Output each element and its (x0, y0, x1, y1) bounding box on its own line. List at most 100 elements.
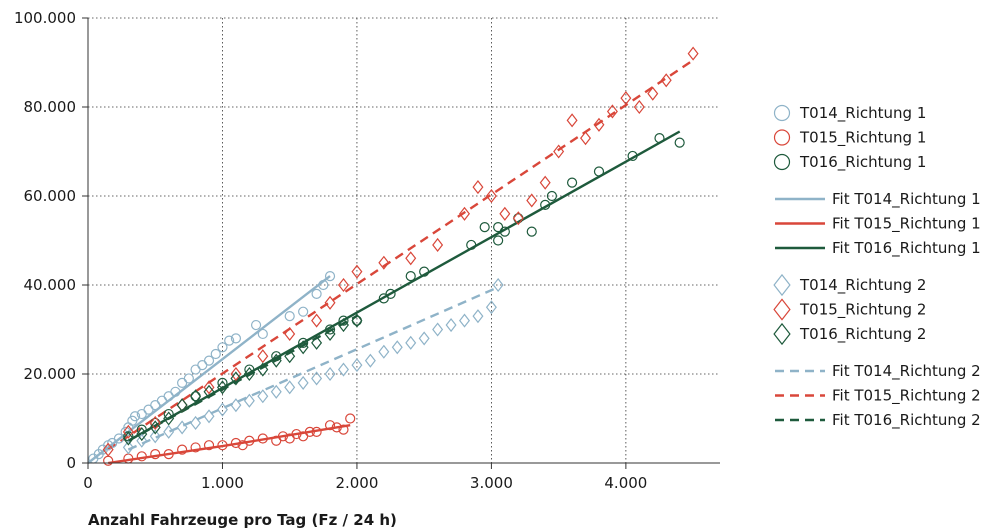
point-t016-richtung-1 (190, 391, 201, 402)
point-t014-richtung-2 (163, 424, 175, 439)
point-t014-richtung-2 (311, 371, 323, 386)
point-t014-richtung-1 (190, 364, 201, 375)
legend-label: T016_Richtung 1 (799, 153, 926, 172)
point-t014-richtung-1 (311, 288, 322, 299)
y-tick-label: 100.000 (14, 9, 76, 27)
point-t014-richtung-2 (122, 440, 134, 455)
point-t014-richtung-1 (170, 386, 181, 397)
y-tick-label: 40.000 (24, 276, 77, 294)
point-t016-richtung-1 (351, 315, 363, 326)
point-t016-richtung-1 (244, 364, 255, 375)
point-t016-richtung-1 (593, 166, 605, 177)
point-t014-richtung-2 (405, 335, 417, 350)
series-line-fit-t015-richtung-2 (107, 59, 694, 451)
point-t016-richtung-1 (405, 271, 416, 282)
legend-item: T014_Richtung 1 (773, 104, 926, 123)
y-tick-label: 20.000 (24, 365, 77, 383)
point-t014-richtung-2 (432, 322, 444, 337)
point-t014-richtung-1 (250, 319, 262, 331)
point-t016-richtung-2 (122, 431, 134, 446)
legend-item: T016_Richtung 1 (773, 153, 926, 172)
legend-label: Fit T016_Richtung 2 (832, 411, 981, 430)
y-tick-label: 80.000 (24, 98, 77, 116)
point-t015-richtung-2 (606, 104, 618, 119)
legend-item: Fit T015_Richtung 1 (775, 215, 981, 234)
point-t014-richtung-2 (472, 309, 484, 324)
point-t016-richtung-1 (298, 337, 309, 348)
point-t014-richtung-2 (176, 420, 188, 435)
point-t015-richtung-2 (378, 255, 390, 270)
legend-item: T015_Richtung 1 (773, 129, 926, 148)
x-tick-label: 0 (83, 474, 93, 492)
point-t014-richtung-2 (378, 344, 390, 359)
point-t016-richtung-1 (324, 324, 336, 335)
point-t015-richtung-1 (345, 413, 356, 424)
point-t015-richtung-1 (136, 451, 147, 462)
point-t014-richtung-1 (257, 328, 268, 340)
y-tick-labels: 0 20.000 40.000 60.000 80.000 100.000 (14, 9, 76, 472)
legend-label: T014_Richtung 2 (799, 276, 926, 295)
point-t016-richtung-2 (230, 371, 242, 386)
point-t016-richtung-1 (479, 222, 490, 233)
point-t015-richtung-2 (687, 46, 699, 61)
point-t016-richtung-2 (163, 411, 175, 426)
legend-label: T016_Richtung 2 (799, 325, 926, 344)
point-t014-richtung-2 (136, 433, 148, 448)
point-t015-richtung-2 (337, 277, 349, 293)
legend-item: Fit T014_Richtung 1 (775, 190, 981, 209)
y-tick-label: 60.000 (24, 187, 77, 205)
point-t015-richtung-1 (324, 420, 336, 431)
point-t015-richtung-2 (257, 349, 269, 364)
point-t016-richtung-2 (216, 380, 228, 395)
point-t014-richtung-1 (143, 404, 154, 415)
point-t015-richtung-2 (580, 131, 592, 146)
legend-marker (773, 322, 791, 346)
legend-marker (773, 153, 791, 171)
point-t014-richtung-2 (216, 402, 228, 417)
y-tick-label: 0 (66, 454, 76, 472)
point-t016-richtung-2 (136, 427, 148, 442)
point-t016-richtung-2 (297, 340, 309, 355)
point-t015-richtung-2 (102, 442, 114, 457)
point-t016-richtung-1 (627, 150, 638, 162)
point-t016-richtung-1 (271, 351, 282, 362)
legend-item: Fit T015_Richtung 2 (775, 387, 981, 406)
point-t015-richtung-2 (203, 380, 215, 395)
point-t015-richtung-1 (244, 435, 255, 446)
point-t014-richtung-2 (243, 393, 255, 408)
point-t014-richtung-2 (270, 384, 282, 399)
point-t014-richtung-1 (197, 360, 208, 371)
point-t014-richtung-1 (203, 355, 215, 366)
point-t016-richtung-1 (540, 199, 551, 210)
point-t015-richtung-2 (647, 86, 659, 101)
point-t014-richtung-2 (459, 313, 471, 328)
legend-marker (773, 129, 791, 146)
x-tick-label: 3.000 (470, 474, 513, 492)
legend-item: T014_Richtung 2 (773, 273, 926, 297)
point-t016-richtung-2 (324, 326, 336, 342)
x-tick-label: 1.000 (201, 474, 244, 492)
point-t014-richtung-2 (492, 277, 504, 293)
point-t015-richtung-1 (190, 442, 201, 453)
point-t014-richtung-1 (183, 373, 194, 384)
point-t015-richtung-2 (432, 237, 444, 253)
legend-label: Fit T015_Richtung 1 (832, 215, 981, 234)
point-t015-richtung-2 (660, 73, 672, 88)
point-t016-richtung-1 (499, 226, 510, 237)
legend-item: Fit T016_Richtung 2 (775, 411, 981, 430)
point-t014-richtung-2 (297, 375, 309, 390)
data-points (88, 46, 699, 466)
point-t016-richtung-2 (190, 389, 202, 404)
point-t016-richtung-2 (203, 384, 215, 399)
point-t014-richtung-2 (391, 340, 403, 355)
series-line-fit-t016-richtung-1 (127, 130, 681, 442)
point-t014-richtung-1 (217, 342, 228, 353)
point-t015-richtung-1 (203, 440, 215, 451)
point-t016-richtung-1 (338, 315, 349, 326)
point-t014-richtung-1 (156, 395, 168, 406)
point-t015-richtung-2 (526, 193, 538, 208)
legend-marker (773, 298, 791, 321)
legend: T014_Richtung 1 T015_Richtung 1 T016_Richt… (773, 104, 981, 430)
point-t014-richtung-1 (129, 411, 141, 422)
